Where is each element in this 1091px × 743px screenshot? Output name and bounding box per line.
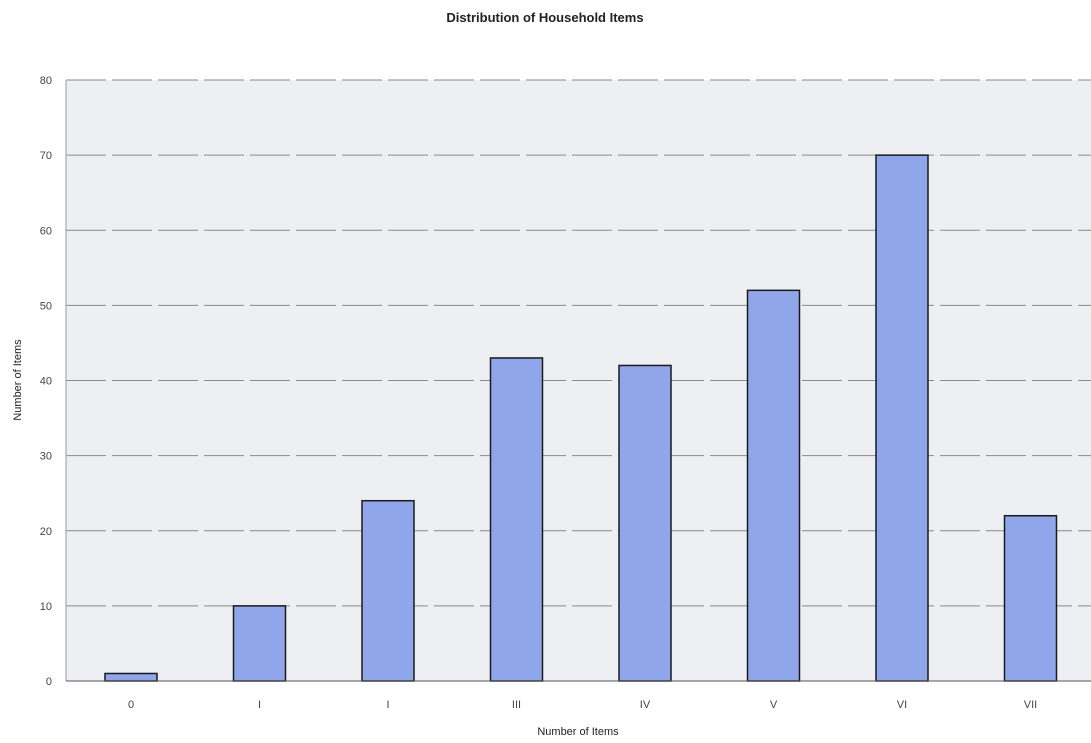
y-tick-label: 60 xyxy=(40,225,52,237)
y-tick-label: 20 xyxy=(40,526,52,538)
x-tick-labels: 0 I I III IV V VI VII xyxy=(128,699,1037,711)
bar xyxy=(104,672,158,682)
y-tick-label: 80 xyxy=(40,75,52,87)
y-tick-label: 50 xyxy=(40,300,52,312)
x-tick-label: I xyxy=(258,699,261,711)
y-tick-label: 70 xyxy=(40,150,52,162)
y-tick-labels: 0 10 20 30 40 50 60 70 80 xyxy=(40,75,52,688)
x-tick-label: IV xyxy=(640,699,651,711)
bar xyxy=(746,289,801,682)
bar xyxy=(361,499,415,682)
x-tick-label: 0 xyxy=(128,699,134,711)
y-tick-label: 0 xyxy=(46,676,52,688)
bar xyxy=(489,357,544,682)
bar xyxy=(232,605,287,682)
chart-title: Distribution of Household Items xyxy=(446,10,643,25)
bar xyxy=(875,154,929,682)
y-axis-title: Number of Items xyxy=(12,339,24,421)
bar xyxy=(1003,514,1058,682)
y-tick-label: 30 xyxy=(40,451,52,463)
x-tick-label: VI xyxy=(897,699,907,711)
x-tick-label: V xyxy=(770,699,778,711)
x-tick-label: III xyxy=(512,699,521,711)
x-tick-label: VII xyxy=(1024,699,1037,711)
bars xyxy=(104,154,1058,682)
bar xyxy=(618,364,672,682)
y-tick-label: 40 xyxy=(40,376,52,388)
y-tick-label: 10 xyxy=(40,601,52,613)
x-axis-title: Number of Items xyxy=(537,726,619,738)
x-tick-label: I xyxy=(386,699,389,711)
